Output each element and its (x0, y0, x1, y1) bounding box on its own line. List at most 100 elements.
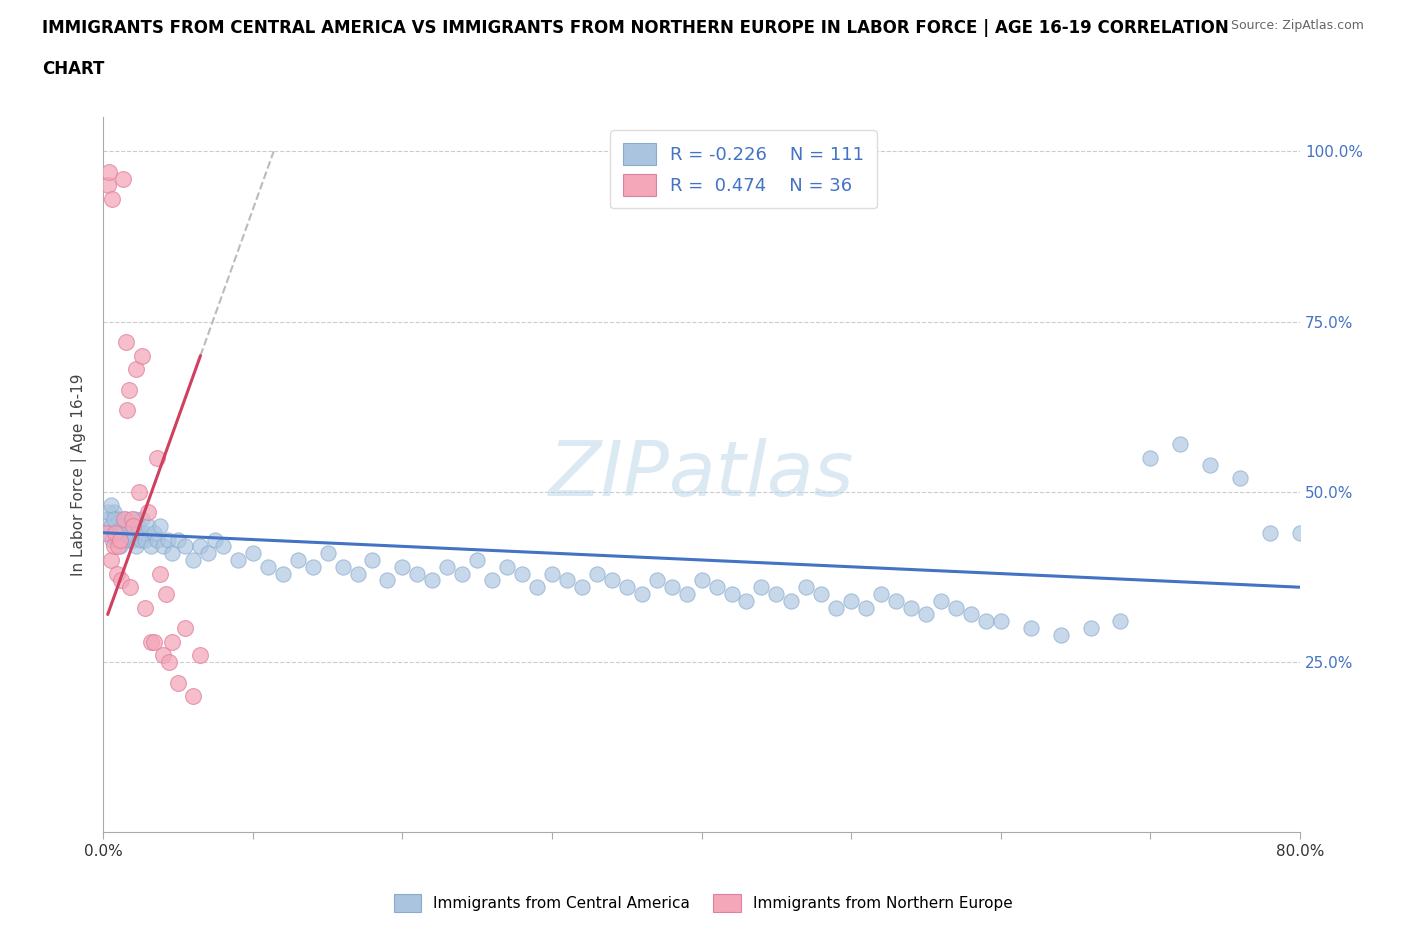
Point (751, 579, 773, 594)
Point (114, 512, 136, 526)
Point (103, 512, 125, 526)
Point (226, 552, 249, 567)
Point (526, 579, 548, 594)
Text: IMMIGRANTS FROM CENTRAL AMERICA VS IMMIGRANTS FROM NORTHERN EUROPE IN LABOR FORC: IMMIGRANTS FROM CENTRAL AMERICA VS IMMIG… (42, 19, 1229, 36)
Point (136, 505, 159, 520)
Point (960, 607, 983, 622)
Point (129, 532, 152, 547)
Point (115, 403, 138, 418)
Point (107, 512, 129, 526)
Point (929, 593, 952, 608)
Point (794, 579, 817, 594)
Point (316, 546, 339, 561)
Point (1109, 614, 1132, 629)
Point (143, 525, 166, 540)
Point (120, 579, 142, 594)
Point (134, 532, 156, 547)
Point (541, 566, 564, 581)
Point (131, 348, 153, 363)
Point (98, 525, 121, 540)
Point (103, 505, 125, 520)
Point (855, 600, 877, 615)
Point (167, 532, 190, 547)
Point (174, 620, 197, 635)
Point (555, 573, 578, 588)
Point (156, 532, 179, 547)
Point (110, 573, 132, 588)
Point (152, 538, 174, 553)
Point (104, 525, 127, 540)
Point (586, 566, 609, 581)
Point (117, 532, 139, 547)
Point (190, 538, 212, 553)
Point (1170, 437, 1192, 452)
Point (104, 525, 127, 540)
Point (146, 450, 169, 465)
Point (101, 532, 124, 547)
Point (131, 512, 153, 526)
Point (630, 587, 652, 602)
Point (346, 566, 368, 581)
Point (420, 573, 443, 588)
Point (111, 171, 134, 186)
Point (96, 525, 118, 540)
Legend: Immigrants from Central America, Immigrants from Northern Europe: Immigrants from Central America, Immigra… (388, 888, 1018, 918)
Text: Source: ZipAtlas.com: Source: ZipAtlas.com (1230, 19, 1364, 32)
Point (167, 675, 190, 690)
Point (97, 505, 120, 520)
Point (100, 498, 122, 513)
Point (97, 512, 120, 526)
Point (143, 634, 166, 649)
Point (105, 525, 128, 540)
Point (121, 512, 143, 526)
Point (117, 382, 139, 397)
Point (990, 614, 1012, 629)
Point (661, 579, 683, 594)
Point (103, 538, 125, 553)
Point (571, 579, 593, 594)
Point (160, 634, 183, 649)
Point (127, 519, 149, 534)
Point (197, 546, 219, 561)
Point (139, 538, 162, 553)
Point (174, 538, 197, 553)
Point (377, 573, 399, 588)
Point (114, 335, 136, 350)
Point (332, 559, 354, 574)
Point (101, 192, 124, 206)
Point (1289, 525, 1312, 540)
Point (152, 648, 174, 663)
Point (645, 573, 668, 588)
Point (100, 552, 122, 567)
Point (105, 532, 128, 547)
Point (1258, 525, 1281, 540)
Point (112, 512, 135, 526)
Point (465, 552, 488, 567)
Point (271, 566, 294, 581)
Point (120, 519, 142, 534)
Point (301, 559, 323, 574)
Point (780, 593, 803, 608)
Point (510, 566, 533, 581)
Point (616, 579, 638, 594)
Point (256, 559, 278, 574)
Point (915, 607, 938, 622)
Point (112, 532, 135, 547)
Point (1049, 628, 1071, 643)
Point (1080, 620, 1102, 635)
Point (97, 178, 120, 193)
Point (451, 566, 474, 581)
Text: ZIPatlas: ZIPatlas (548, 438, 855, 512)
Text: CHART: CHART (42, 60, 104, 78)
Point (870, 587, 893, 602)
Point (160, 546, 183, 561)
Point (110, 519, 132, 534)
Point (146, 532, 169, 547)
Point (391, 559, 413, 574)
Point (810, 587, 832, 602)
Point (108, 538, 131, 553)
Point (1229, 471, 1251, 485)
Point (735, 593, 758, 608)
Point (436, 559, 458, 574)
Point (496, 559, 519, 574)
